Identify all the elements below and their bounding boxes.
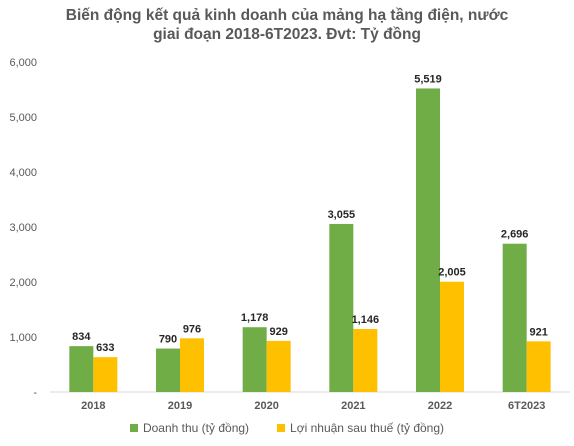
data-label-profit: 633 [96,342,114,354]
data-label-profit: 1,146 [352,314,380,326]
y-tick-label: 5,000 [9,112,37,124]
x-tick-label: 2021 [341,400,365,412]
y-tick-label: 3,000 [9,222,37,234]
bar-profit [440,281,464,392]
data-label-revenue: 2,696 [501,229,529,241]
chart-title-line-1: Biến động kết quả kinh doanh của mảng hạ… [65,7,509,24]
chart-legend: Doanh thu (tỷ đồng) Lợi nhuận sau thuế (… [0,421,574,435]
bar-profit [93,357,118,392]
y-tick-label: 4,000 [9,167,37,179]
x-tick-label: 2020 [254,400,278,412]
bar-revenue [502,243,527,392]
bar-profit [180,338,204,392]
data-label-profit: 929 [269,326,287,338]
bar-profit [353,328,378,392]
x-tick-label: 2018 [81,400,105,412]
data-label-revenue: 3,055 [328,209,356,221]
x-tick-label: 2022 [428,400,452,412]
bar-revenue [329,223,354,392]
legend-label-profit: Lợi nhuận sau thuế (tỷ đồng) [290,421,445,435]
y-tick-label: 6,000 [9,57,37,69]
x-tick-label: 6T2023 [508,400,545,412]
y-tick-label: - [33,387,37,399]
y-tick-label: 2,000 [9,277,37,289]
data-label-revenue: 1,178 [241,312,269,324]
x-tick-label: 2019 [168,400,192,412]
data-label-profit: 2,005 [438,267,466,279]
bar-profit [266,340,291,392]
data-label-revenue: 790 [159,334,177,346]
bar-revenue [69,346,94,392]
bar-profit [526,341,551,392]
data-label-revenue: 834 [72,331,91,343]
y-tick-label: 1,000 [9,332,37,344]
bar-revenue [416,88,440,392]
bar-revenue [242,327,267,392]
legend-swatch-profit [277,424,286,432]
data-label-revenue: 5,519 [414,73,442,85]
bar-revenue [156,348,180,392]
legend-swatch-revenue [129,424,138,432]
data-label-profit: 976 [183,323,201,335]
legend-label-revenue: Doanh thu (tỷ đồng) [142,421,250,435]
legend-item-profit: Lợi nhuận sau thuế (tỷ đồng) [277,421,444,435]
legend-item-revenue: Doanh thu (tỷ đồng) [129,421,250,435]
chart-title-line-2: giai đoạn 2018-6T2023. Đvt: Tỷ đồng [153,26,421,43]
chart-title: Biến động kết quả kinh doanh của mảng hạ… [0,6,574,44]
data-label-profit: 921 [529,326,547,338]
